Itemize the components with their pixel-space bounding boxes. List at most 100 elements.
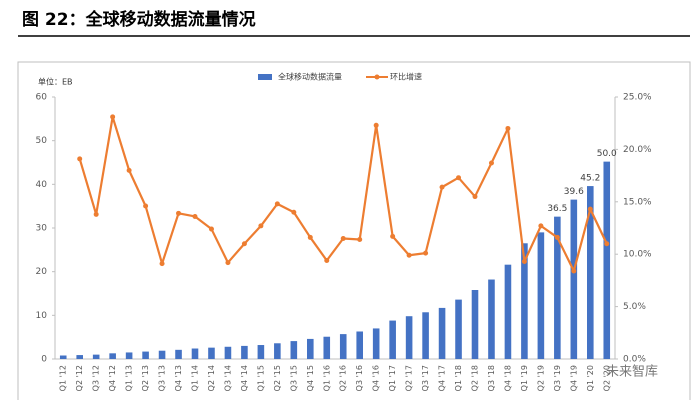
line-point xyxy=(291,209,297,215)
x-tick-label: Q3 '19 xyxy=(553,365,562,391)
bar xyxy=(438,307,446,359)
y-tick-label: 10 xyxy=(36,311,48,321)
line-point xyxy=(423,250,429,256)
line-point xyxy=(604,241,610,247)
x-tick-label: Q1 '17 xyxy=(388,365,397,391)
y2-tick-label: 25.0% xyxy=(623,93,652,103)
bar xyxy=(307,338,314,359)
bar xyxy=(570,199,578,359)
x-tick-label: Q1 '13 xyxy=(125,365,134,391)
watermark: 未来智库 xyxy=(606,364,658,380)
bar xyxy=(158,350,166,359)
x-tick-label: Q2 '17 xyxy=(405,365,414,391)
x-tick-label: Q4 '17 xyxy=(438,365,447,391)
bar xyxy=(76,355,83,359)
data-label: 45.2 xyxy=(580,174,600,184)
bar xyxy=(274,343,281,359)
bar xyxy=(389,320,396,359)
line-point xyxy=(439,184,445,190)
line-point xyxy=(159,261,165,267)
data-label: 50.0 xyxy=(597,149,617,159)
x-tick-label: Q4 '15 xyxy=(306,365,315,391)
bar xyxy=(537,232,545,359)
bar xyxy=(587,186,594,359)
y-tick-label: 40 xyxy=(36,180,48,190)
unit-label: 单位：EB xyxy=(38,77,73,87)
bar xyxy=(372,328,380,359)
bar xyxy=(339,334,347,359)
line-point xyxy=(373,122,379,128)
legend-swatch xyxy=(374,74,380,80)
line-point xyxy=(340,235,346,241)
chart-frame xyxy=(17,61,691,400)
line-point xyxy=(258,223,264,229)
line-point xyxy=(93,211,99,217)
line-point xyxy=(241,241,247,247)
bar xyxy=(488,279,495,359)
line-point xyxy=(390,233,396,239)
data-label: 39.6 xyxy=(564,187,584,197)
x-tick-label: Q3 '14 xyxy=(223,365,232,391)
x-tick-label: Q1 '18 xyxy=(454,365,463,391)
bar xyxy=(208,347,215,359)
line-point xyxy=(192,213,198,219)
line-point xyxy=(274,201,280,207)
bar xyxy=(554,216,561,359)
bar xyxy=(455,299,462,359)
x-tick-label: Q3 '17 xyxy=(421,365,430,391)
bar xyxy=(125,352,133,359)
line-point xyxy=(571,268,577,274)
x-tick-label: Q2 '13 xyxy=(141,365,150,391)
x-tick-label: Q3 '18 xyxy=(487,365,496,391)
bar xyxy=(290,341,298,359)
line-point xyxy=(357,237,363,243)
bar xyxy=(224,346,232,359)
y-tick-label: 50 xyxy=(36,136,48,146)
line-point xyxy=(472,194,478,200)
x-tick-label: Q1 '16 xyxy=(322,365,331,391)
line-point xyxy=(538,223,544,229)
line-point xyxy=(77,156,83,162)
y2-tick-label: 15.0% xyxy=(623,197,652,207)
x-tick-label: Q2 '12 xyxy=(75,365,84,391)
line-point xyxy=(587,206,593,212)
bar xyxy=(504,264,512,359)
bar xyxy=(175,349,182,359)
x-tick-label: Q2 '18 xyxy=(471,365,480,391)
bar xyxy=(191,348,199,359)
bar xyxy=(521,243,528,359)
bar xyxy=(323,336,331,359)
x-tick-label: Q2 '19 xyxy=(536,365,545,391)
legend-swatch xyxy=(258,74,272,80)
y2-tick-label: 0.0% xyxy=(623,355,646,365)
bar xyxy=(59,355,67,359)
x-tick-label: Q2 '20 xyxy=(602,365,611,391)
bar xyxy=(257,345,265,359)
bar xyxy=(142,351,149,359)
y-tick-label: 60 xyxy=(36,93,48,103)
bar xyxy=(109,353,116,359)
x-tick-label: Q4 '18 xyxy=(503,365,512,391)
y2-tick-label: 5.0% xyxy=(623,302,646,312)
line-point xyxy=(126,167,132,173)
legend-label: 环比增速 xyxy=(390,72,422,82)
x-tick-label: Q2 '16 xyxy=(339,365,348,391)
line-point xyxy=(225,260,231,266)
line-point xyxy=(110,114,116,120)
y2-tick-label: 20.0% xyxy=(623,145,652,155)
line-point xyxy=(406,252,412,258)
line-point xyxy=(176,210,182,216)
x-tick-label: Q1 '19 xyxy=(520,365,529,391)
y-tick-label: 0 xyxy=(41,355,47,365)
bar xyxy=(241,345,248,359)
line-point xyxy=(521,259,527,265)
x-tick-label: Q4 '19 xyxy=(569,365,578,391)
x-tick-label: Q1 '20 xyxy=(586,365,595,391)
x-tick-label: Q3 '13 xyxy=(158,365,167,391)
bar xyxy=(356,331,363,359)
bar xyxy=(422,312,429,359)
x-tick-label: Q2 '15 xyxy=(273,365,282,391)
line-point xyxy=(208,226,214,232)
line-point xyxy=(554,234,560,240)
